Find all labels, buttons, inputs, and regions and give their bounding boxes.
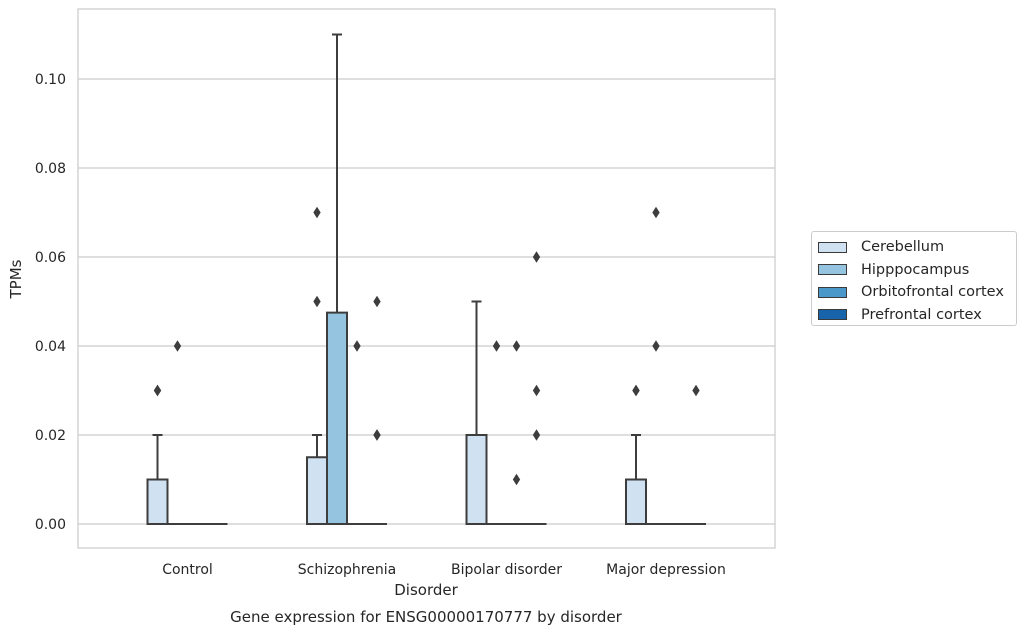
- box-2-2: [506, 340, 527, 525]
- outlier-point: [313, 206, 321, 219]
- box-3-2: [526, 251, 547, 525]
- legend-label: Prefrontal cortex: [861, 306, 982, 323]
- y-tick-labels: 0.00 0.02 0.04 0.06 0.08 0.10: [35, 72, 66, 533]
- y-tick-label: 0.10: [35, 72, 66, 88]
- legend: Cerebellum Hipppocampus Orbitofrontal co…: [811, 231, 1017, 326]
- outlier-point: [313, 295, 321, 308]
- x-tick-label: Major depression: [606, 562, 726, 578]
- legend-item-cerebellum: Cerebellum: [818, 236, 1016, 259]
- box-1-2: [486, 340, 507, 525]
- legend-label: Cerebellum: [861, 239, 945, 256]
- outlier-point: [512, 473, 521, 486]
- x-tick-labels: Control Schizophrenia Bipolar disorder Majo…: [162, 562, 726, 578]
- outlier-point: [153, 384, 162, 397]
- x-tick-label: Bipolar disorder: [451, 562, 562, 578]
- box-3-3: [686, 384, 706, 525]
- legend-swatch: [818, 241, 847, 253]
- box-body: [326, 311, 348, 525]
- outlier-point: [632, 384, 640, 397]
- outlier-point: [652, 340, 660, 352]
- box-body: [625, 478, 647, 525]
- x-tick-label: Control: [162, 562, 213, 578]
- box-3-1: [367, 295, 387, 525]
- y-tick-label: 0.02: [35, 428, 66, 444]
- chart-caption: Gene expression for ENSG00000170777 by d…: [230, 608, 623, 626]
- box-0-3: [625, 384, 647, 525]
- outlier-point: [492, 340, 501, 352]
- box-2-1: [347, 340, 367, 525]
- outlier-point: [373, 429, 381, 441]
- outlier-point: [353, 340, 361, 352]
- legend-item-hippocampus: Hipppocampus: [818, 259, 1016, 282]
- y-tick-label: 0.06: [35, 250, 66, 266]
- box-body: [146, 478, 169, 525]
- boxes: [146, 33, 706, 525]
- outlier-point: [532, 429, 541, 441]
- outlier-point: [652, 206, 660, 219]
- box-body: [306, 456, 328, 525]
- box-body: [465, 434, 488, 525]
- box-1-3: [646, 206, 666, 525]
- y-tick-label: 0.08: [35, 161, 66, 177]
- y-axis-label: TPMs: [7, 259, 25, 299]
- legend-label: Orbitofrontal cortex: [861, 284, 1004, 301]
- outlier-point: [512, 340, 521, 352]
- y-tick-label: 0.00: [35, 517, 66, 533]
- box-0-1: [306, 206, 328, 525]
- legend-swatch: [818, 309, 847, 321]
- x-axis-label: Disorder: [394, 581, 458, 599]
- outlier-point: [532, 384, 541, 397]
- legend-item-prefrontal-cortex: Prefrontal cortex: [818, 304, 1016, 327]
- box-0-0: [146, 384, 169, 525]
- x-tick-label: Schizophrenia: [298, 562, 396, 578]
- plot-frame: [77, 8, 776, 549]
- grid-lines: [78, 78, 775, 525]
- outlier-point: [532, 251, 541, 263]
- outlier-point: [373, 295, 381, 308]
- legend-swatch: [818, 286, 847, 298]
- legend-item-orbitofrontal-cortex: Orbitofrontal cortex: [818, 281, 1016, 304]
- box-1-1: [326, 33, 348, 525]
- legend-swatch: [818, 264, 847, 276]
- outlier-point: [173, 340, 182, 352]
- legend-label: Hipppocampus: [861, 261, 970, 278]
- y-tick-label: 0.04: [35, 339, 66, 355]
- box-0-2: [465, 300, 488, 525]
- box-1-0: [167, 340, 188, 525]
- outlier-point: [692, 384, 700, 397]
